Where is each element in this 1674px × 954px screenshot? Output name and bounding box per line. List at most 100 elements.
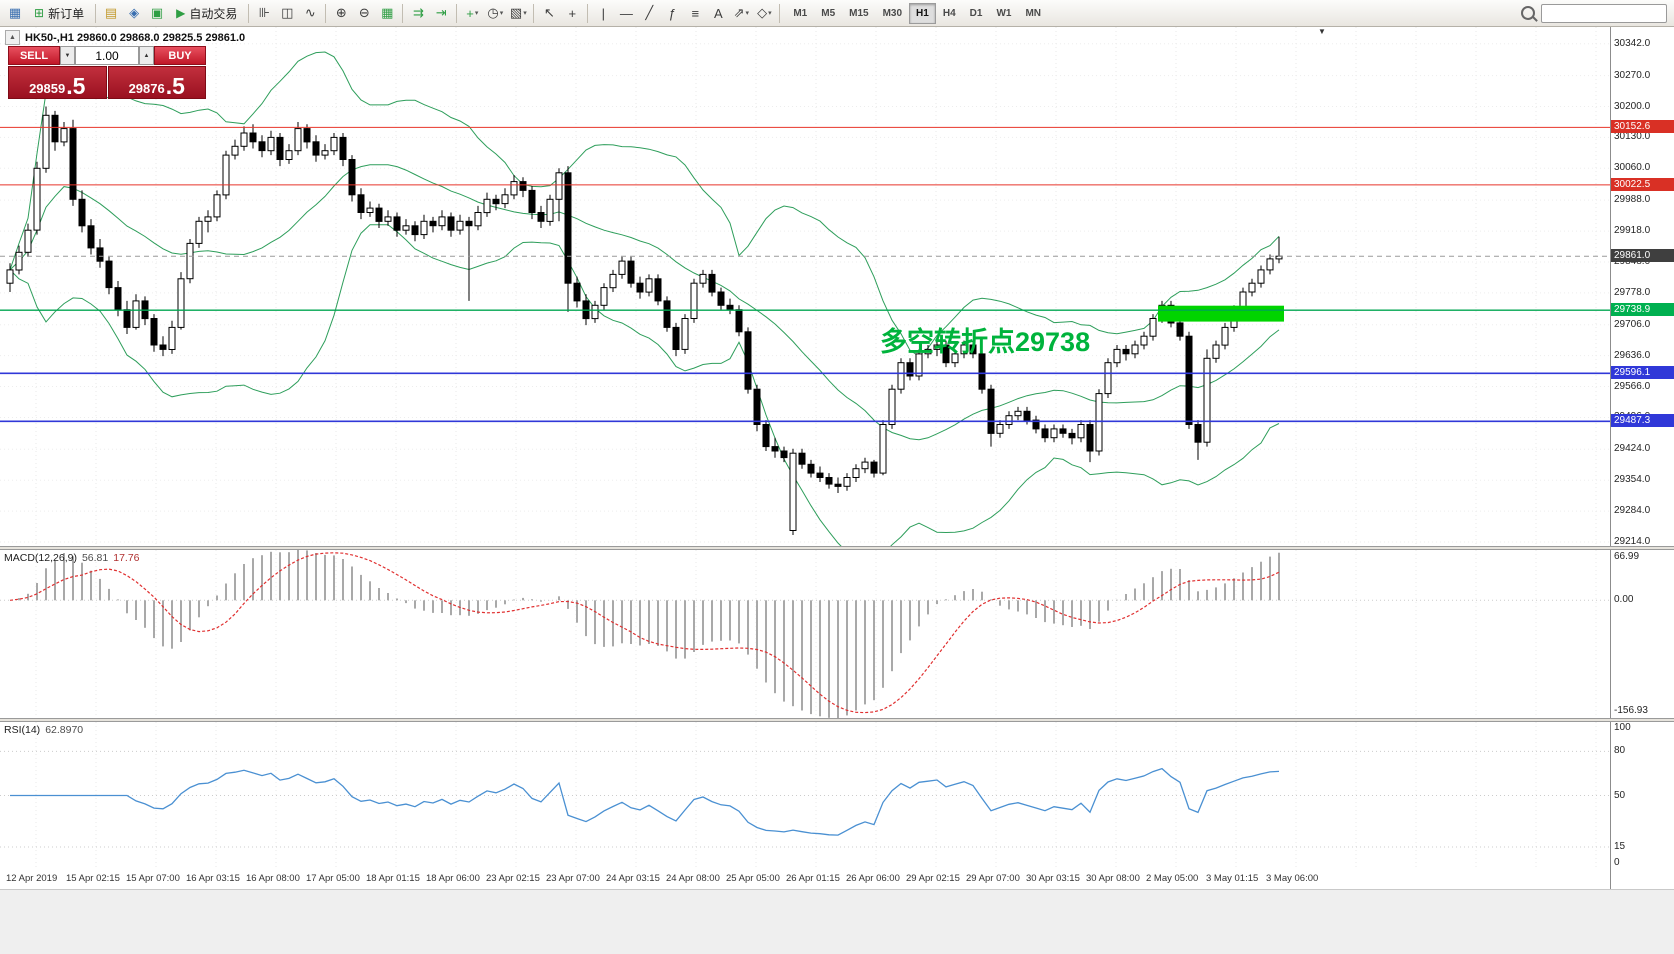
price-axis-label: 30060.0 [1614, 162, 1651, 174]
sell-price[interactable]: 29859 .5 [8, 66, 107, 99]
text-tool-icon[interactable]: A [713, 5, 723, 21]
time-axis-label: 12 Apr 2019 [6, 873, 58, 884]
buy-price[interactable]: 29876 .5 [107, 66, 206, 99]
indicators-icon[interactable]: + ▾ [461, 3, 483, 24]
collapse-trade-panel-icon[interactable]: ▲ [5, 30, 20, 45]
chart-annotation: 多空转折点29738 [880, 327, 1091, 357]
main-chart-pane[interactable]: ▲ HK50-,H1 29860.0 29868.0 29825.5 29861… [0, 27, 1610, 546]
cursor-icon[interactable]: ↖ [543, 5, 555, 20]
price-axis-label: 29706.0 [1614, 318, 1651, 330]
terminal-icon[interactable]: ▣ [150, 5, 164, 20]
toolbar-separator [779, 3, 781, 23]
price-badge: 30022.5 [1611, 177, 1674, 191]
timeframe-mn-button[interactable]: MN [1018, 3, 1048, 24]
fibonacci-tool-icon[interactable]: ƒ [668, 5, 676, 21]
market-watch-icon[interactable]: ▤ [104, 5, 118, 20]
price-axis-label: 29424.0 [1614, 443, 1651, 455]
macd-scale-label: 66.99 [1614, 551, 1640, 562]
toolbar-separator [325, 3, 327, 23]
chevron-down-icon: ▾ [745, 10, 750, 17]
price-axis[interactable]: 30342.0 30270.0 30200.0 30130.0 30060.0 29988… [1610, 27, 1674, 889]
price-axis-label: 30130.0 [1614, 131, 1651, 143]
pane-separator[interactable] [0, 718, 1674, 722]
rsi-scale-label: 15 [1614, 840, 1626, 852]
scroll-position-icon[interactable]: ▼ [1318, 27, 1326, 36]
price-axis-label: 29354.0 [1614, 474, 1651, 486]
indicators-plus-icon: + [466, 5, 474, 21]
rsi-value: 62.8970 [45, 724, 84, 736]
rsi-scale-label: 50 [1614, 789, 1626, 801]
trendline-tool-icon[interactable]: ╱ [645, 5, 654, 20]
timeframe-m5-button[interactable]: M5 [814, 3, 842, 24]
timeframe-m15-button[interactable]: M15 [842, 3, 875, 24]
auto-trading-label: 自动交易 [189, 6, 238, 21]
timeframe-h4-button[interactable]: H4 [936, 3, 963, 24]
chart-header: ▲ HK50-,H1 29860.0 29868.0 29825.5 29861… [5, 30, 245, 45]
horizontal-line-tool-icon[interactable]: — [619, 5, 633, 21]
shapes-tool-icon[interactable]: ◇ ▾ [753, 3, 775, 24]
auto-trading-button[interactable]: ▶ 自动交易 [169, 3, 244, 24]
macd-canvas[interactable] [0, 550, 1610, 718]
search-input[interactable] [1541, 3, 1667, 23]
templates-icon[interactable]: ▧ ▾ [507, 3, 529, 24]
time-axis-label: 24 Apr 03:15 [606, 873, 660, 884]
timeframe-d1-button[interactable]: D1 [963, 3, 990, 24]
time-axis-label: 23 Apr 02:15 [486, 873, 540, 884]
main-chart-canvas[interactable] [0, 27, 1610, 546]
rsi-name: RSI(14) [4, 724, 41, 736]
timeframe-m1-button[interactable]: M1 [786, 3, 814, 24]
periods-icon[interactable]: ◷ ▾ [484, 3, 506, 24]
macd-name: MACD(12,26,9) [4, 552, 77, 564]
zoom-in-icon[interactable]: ⊕ [335, 5, 347, 20]
price-axis-label: 30270.0 [1614, 69, 1651, 81]
bottom-strip [0, 889, 1674, 954]
navigator-icon[interactable]: ◈ [129, 5, 140, 20]
new-order-button[interactable]: ⊞ 新订单 [27, 3, 91, 24]
buy-button[interactable]: BUY [154, 46, 206, 65]
tile-windows-icon[interactable]: ▦ [381, 5, 394, 20]
rsi-canvas[interactable] [0, 722, 1610, 869]
price-axis-label: 29988.0 [1614, 194, 1651, 206]
chevron-down-icon: ▾ [523, 10, 527, 17]
line-chart-type-icon[interactable]: ∿ [304, 5, 316, 20]
channel-tool-icon[interactable]: ≡ [691, 5, 700, 21]
price-axis-label: 30342.0 [1614, 37, 1651, 49]
arrows-tool-icon[interactable]: ⇗ ▾ [730, 3, 752, 24]
pane-separator[interactable] [0, 546, 1674, 550]
template-sheet-icon: ▧ [509, 5, 523, 20]
search-icon[interactable] [1521, 6, 1535, 20]
time-axis-label: 26 Apr 06:00 [846, 873, 900, 884]
time-axis[interactable]: 12 Apr 2019 15 Apr 02:15 15 Apr 07:00 16 Ap… [0, 869, 1610, 889]
time-axis-label: 29 Apr 02:15 [906, 873, 960, 884]
time-axis-label: 2 May 05:00 [1146, 873, 1199, 884]
chart-shift-icon[interactable]: ⇥ [435, 5, 447, 20]
auto-scroll-icon[interactable]: ⇉ [412, 5, 424, 20]
macd-pane[interactable]: MACD(12,26,9) 56.81 17.76 [0, 550, 1610, 718]
chevron-down-icon: ▾ [768, 10, 772, 17]
sell-button[interactable]: SELL [8, 46, 60, 65]
time-axis-label: 18 Apr 01:15 [366, 873, 420, 884]
price-badge: 29738.9 [1611, 303, 1674, 317]
toolbar-separator [587, 3, 589, 23]
volume-down-button[interactable]: ▼ [60, 46, 75, 65]
rsi-pane[interactable]: RSI(14) 62.8970 [0, 722, 1610, 869]
zoom-out-icon[interactable]: ⊖ [358, 5, 370, 20]
price-badge: 29861.0 [1611, 249, 1674, 263]
time-axis-label: 15 Apr 02:15 [66, 873, 120, 884]
volume-input[interactable] [75, 46, 139, 65]
time-axis-label: 3 May 06:00 [1266, 873, 1319, 884]
vertical-line-tool-icon[interactable]: | [601, 5, 606, 21]
candlestick-type-icon[interactable]: ◫ [281, 5, 294, 20]
macd-scale-label: -156.93 [1614, 705, 1648, 716]
volume-up-button[interactable]: ▲ [139, 46, 154, 65]
timeframe-m30-button[interactable]: M30 [876, 3, 909, 24]
bar-chart-type-icon[interactable]: ⊪ [258, 5, 270, 20]
crosshair-icon[interactable]: + [568, 5, 577, 21]
sell-price-pips: .5 [66, 73, 86, 99]
one-click-trading-panel: SELL ▼ ▲ BUY 29859 .5 29876 .5 [8, 46, 206, 99]
time-axis-label: 3 May 01:15 [1206, 873, 1259, 884]
timeframe-w1-button[interactable]: W1 [989, 3, 1018, 24]
timeframe-h1-button[interactable]: H1 [909, 2, 936, 24]
chart-title: HK50-,H1 29860.0 29868.0 29825.5 29861.0 [25, 31, 246, 44]
chevron-down-icon: ▾ [499, 10, 504, 17]
